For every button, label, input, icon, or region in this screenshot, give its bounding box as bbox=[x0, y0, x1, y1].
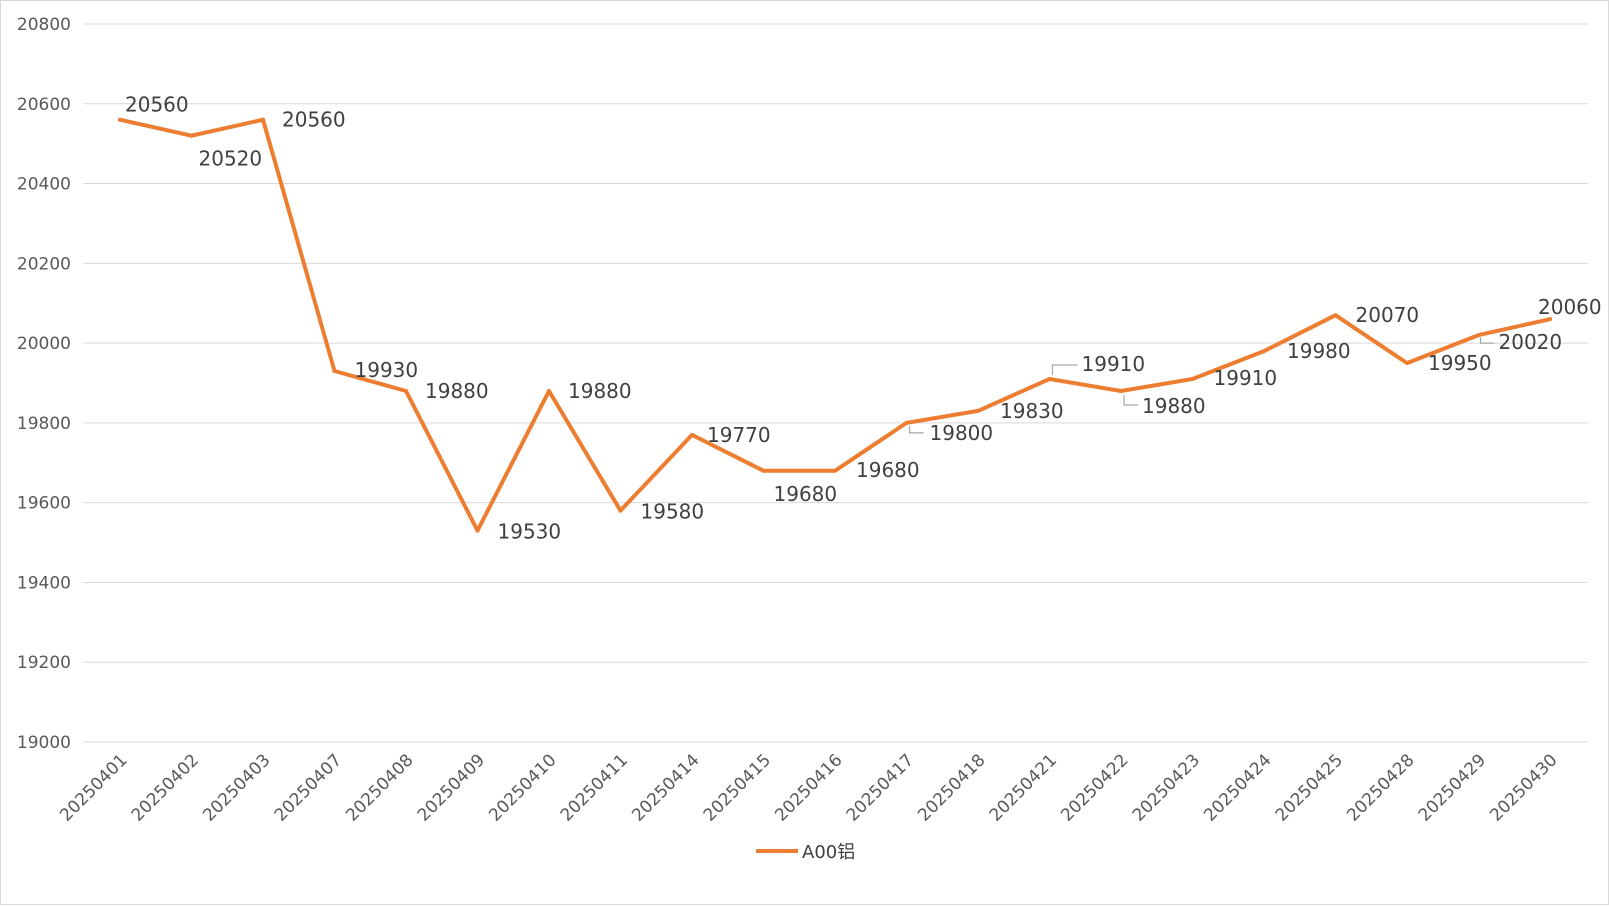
x-tick-label-1: 20250402 bbox=[128, 750, 203, 825]
x-tick-label-6: 20250410 bbox=[485, 750, 560, 825]
data-label-14: 19880 bbox=[1142, 394, 1206, 418]
data-point-20 bbox=[1548, 317, 1552, 322]
data-label-3: 19930 bbox=[355, 358, 419, 382]
data-label-20: 20060 bbox=[1538, 295, 1602, 319]
y-tick-label-6: 20200 bbox=[17, 254, 71, 274]
data-point-17 bbox=[1333, 313, 1338, 318]
data-label-11: 19800 bbox=[930, 421, 994, 445]
data-label-5: 19530 bbox=[498, 520, 562, 544]
y-tick-label-4: 19800 bbox=[17, 414, 71, 434]
data-label-17: 20070 bbox=[1356, 303, 1420, 327]
data-label-10: 19680 bbox=[856, 458, 920, 482]
data-label-15: 19910 bbox=[1214, 366, 1278, 390]
y-tick-label-7: 20400 bbox=[17, 175, 71, 195]
x-tick-label-3: 20250407 bbox=[271, 750, 346, 825]
y-tick-label-0: 19000 bbox=[17, 733, 71, 753]
data-point-19 bbox=[1476, 333, 1481, 338]
x-tick-label-0: 20250401 bbox=[56, 750, 131, 825]
x-tick-label-4: 20250408 bbox=[342, 750, 417, 825]
data-label-8: 19770 bbox=[707, 423, 771, 447]
y-tick-label-3: 19600 bbox=[17, 494, 71, 514]
data-point-5 bbox=[475, 528, 480, 533]
x-tick-label-10: 20250416 bbox=[771, 750, 846, 825]
data-point-14 bbox=[1119, 388, 1123, 393]
data-point-8 bbox=[690, 432, 694, 437]
x-tick-label-5: 20250409 bbox=[414, 750, 489, 825]
legend-label: A00铝 bbox=[802, 842, 855, 863]
data-label-13: 19910 bbox=[1082, 352, 1146, 376]
x-tick-label-9: 20250415 bbox=[700, 750, 775, 825]
leader-line-19 bbox=[1479, 337, 1495, 344]
data-point-7 bbox=[618, 508, 623, 513]
data-point-18 bbox=[1405, 361, 1409, 366]
data-point-6 bbox=[547, 388, 551, 393]
data-point-11 bbox=[904, 420, 909, 425]
data-label-2: 20560 bbox=[282, 108, 346, 132]
x-tick-label-14: 20250422 bbox=[1057, 750, 1132, 825]
data-point-2 bbox=[261, 117, 265, 122]
data-label-16: 19980 bbox=[1287, 339, 1351, 363]
x-tick-label-13: 20250421 bbox=[986, 750, 1061, 825]
x-tick-label-20: 20250430 bbox=[1486, 750, 1561, 825]
data-label-0: 20560 bbox=[125, 93, 189, 117]
data-point-16 bbox=[1262, 349, 1266, 354]
x-tick-label-2: 20250403 bbox=[199, 750, 274, 825]
data-label-12: 19830 bbox=[1000, 399, 1064, 423]
x-tick-label-17: 20250425 bbox=[1272, 750, 1347, 825]
y-tick-label-9: 20800 bbox=[17, 15, 71, 35]
x-tick-label-8: 20250414 bbox=[628, 750, 703, 825]
leader-line-14 bbox=[1123, 394, 1138, 406]
y-tick-label-2: 19400 bbox=[17, 573, 71, 593]
y-tick-label-1: 19200 bbox=[17, 653, 71, 673]
data-point-1 bbox=[189, 133, 194, 138]
x-tick-label-7: 20250411 bbox=[557, 750, 632, 825]
x-tick-label-15: 20250423 bbox=[1129, 750, 1204, 825]
x-tick-label-12: 20250418 bbox=[914, 750, 989, 825]
data-label-19: 20020 bbox=[1499, 330, 1563, 354]
data-point-13 bbox=[1047, 377, 1052, 382]
data-point-12 bbox=[976, 408, 980, 413]
data-label-18: 19950 bbox=[1428, 351, 1492, 375]
data-point-3 bbox=[332, 369, 337, 374]
y-tick-label-5: 20000 bbox=[17, 334, 71, 354]
x-tick-label-18: 20250428 bbox=[1343, 750, 1418, 825]
x-tick-label-11: 20250417 bbox=[843, 750, 918, 825]
data-point-9 bbox=[761, 468, 766, 473]
data-point-10 bbox=[833, 468, 837, 473]
data-label-9: 19680 bbox=[774, 482, 838, 506]
data-label-4: 19880 bbox=[425, 379, 489, 403]
data-point-15 bbox=[1190, 377, 1195, 382]
y-tick-label-8: 20600 bbox=[17, 95, 71, 115]
data-point-4 bbox=[404, 388, 408, 393]
leader-line-13 bbox=[1051, 364, 1078, 376]
leader-line-11 bbox=[908, 425, 924, 434]
x-tick-label-16: 20250424 bbox=[1200, 750, 1275, 825]
data-label-1: 20520 bbox=[199, 147, 263, 171]
data-point-0 bbox=[118, 117, 122, 122]
data-label-6: 19880 bbox=[568, 379, 632, 403]
data-label-7: 19580 bbox=[641, 500, 705, 524]
x-tick-label-19: 20250429 bbox=[1415, 750, 1490, 825]
